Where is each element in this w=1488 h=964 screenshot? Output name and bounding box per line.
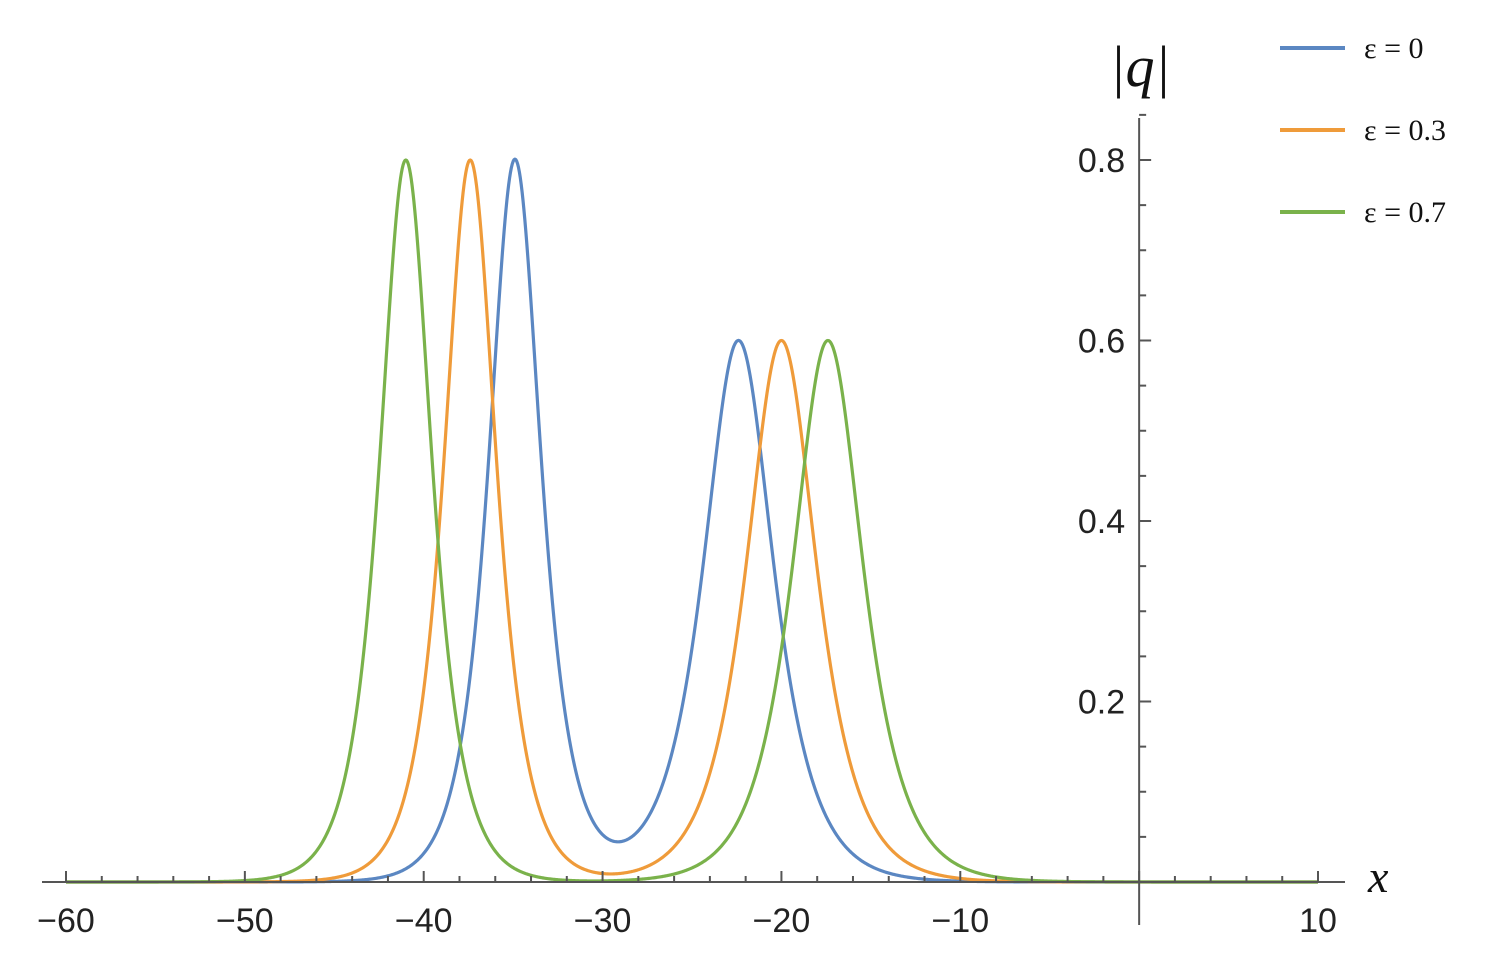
y-axis-label: |q| xyxy=(1110,34,1171,99)
y-tick-label: 0.6 xyxy=(1078,323,1125,361)
x-tick-label: −30 xyxy=(574,902,632,940)
series-line-0 xyxy=(65,157,1319,884)
legend-label: ε = 0 xyxy=(1364,32,1424,65)
x-tick-label: −20 xyxy=(753,902,811,940)
curves-group xyxy=(65,157,1319,884)
x-tick-label: −10 xyxy=(931,902,989,940)
x-ticks-group: −60 −50 −40 −30 −20 −10 10 xyxy=(37,871,1337,940)
legend: ε = 0 ε = 0.3 ε = 0.7 xyxy=(1280,32,1446,229)
legend-label: ε = 0.7 xyxy=(1364,196,1446,229)
series-line-2 xyxy=(65,158,1319,884)
y-tick-label: 0.4 xyxy=(1078,503,1125,541)
x-tick-label: 10 xyxy=(1299,902,1337,940)
legend-label: ε = 0.3 xyxy=(1364,114,1446,147)
y-tick-label: 0.8 xyxy=(1078,142,1125,180)
series-line-1 xyxy=(65,158,1319,884)
x-tick-label: −50 xyxy=(216,902,274,940)
x-tick-label: −60 xyxy=(37,902,95,940)
y-tick-label: 0.2 xyxy=(1078,684,1125,722)
y-ticks-group: 0.2 0.4 0.6 0.8 xyxy=(1078,113,1152,838)
x-axis-label: x xyxy=(1367,851,1389,902)
x-tick-label: −40 xyxy=(395,902,453,940)
